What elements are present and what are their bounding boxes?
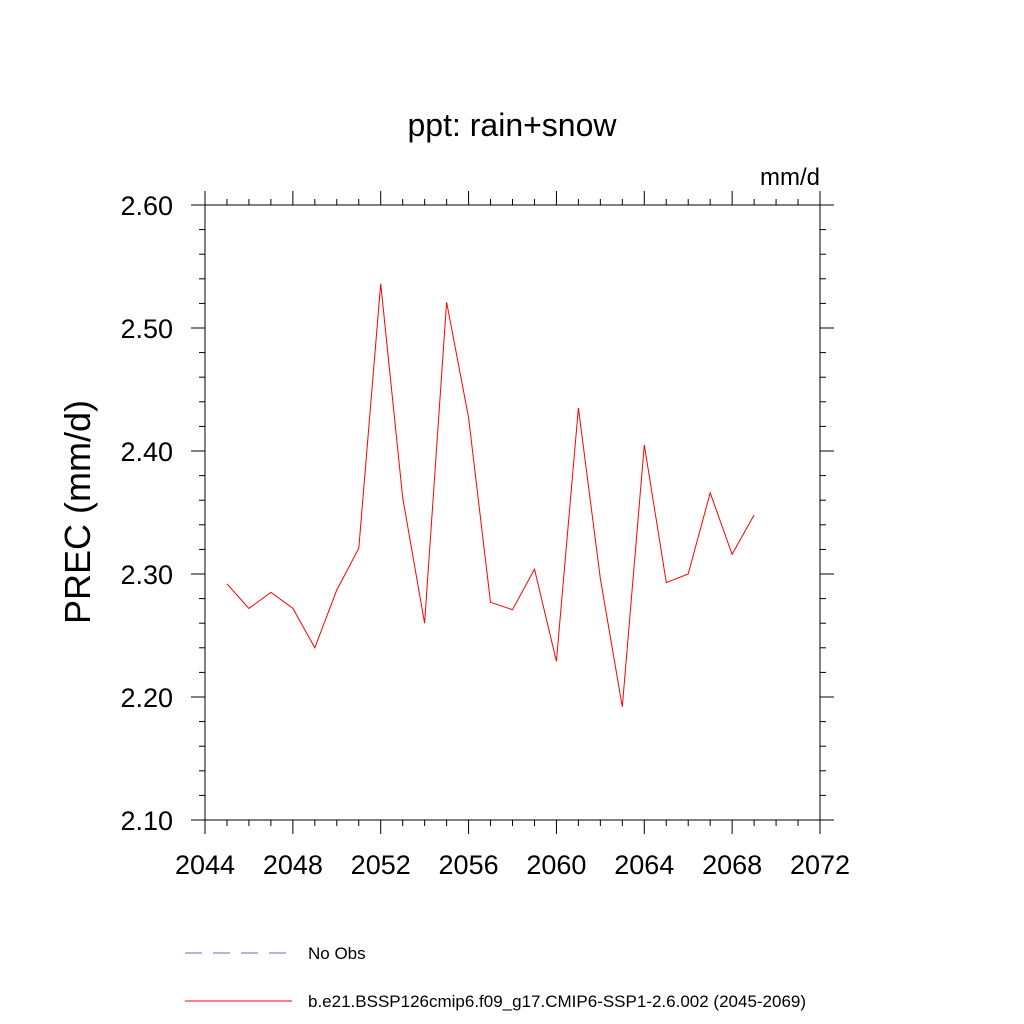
units-label: mm/d xyxy=(760,164,820,191)
y-tick-label: 2.60 xyxy=(120,191,173,221)
x-tick-label: 2072 xyxy=(790,850,850,880)
legend: No Obs b.e21.BSSP126cmip6.f09_g17.CMIP6-… xyxy=(185,944,806,1011)
x-tick-label: 2048 xyxy=(263,850,323,880)
x-tick-label: 2064 xyxy=(614,850,674,880)
series-group xyxy=(226,283,755,707)
series-line xyxy=(226,283,755,707)
x-tick-label: 2060 xyxy=(526,850,586,880)
x-tick-label: 2044 xyxy=(175,850,235,880)
y-tick-label: 2.40 xyxy=(120,437,173,467)
y-tick-label: 2.10 xyxy=(120,806,173,836)
x-tick-label: 2056 xyxy=(439,850,499,880)
legend-label-no-obs: No Obs xyxy=(308,944,366,963)
x-tick-label: 2052 xyxy=(351,850,411,880)
x-tick-labels: 2044 2048 2052 2056 2060 2064 2068 2072 xyxy=(175,850,850,880)
y-tick-label: 2.50 xyxy=(120,314,173,344)
y-tick-label: 2.30 xyxy=(120,560,173,590)
legend-label-model: b.e21.BSSP126cmip6.f09_g17.CMIP6-SSP1-2.… xyxy=(308,992,806,1011)
axis-ticks xyxy=(191,191,834,834)
y-axis-label: PREC (mm/d) xyxy=(57,400,98,624)
x-tick-label: 2068 xyxy=(702,850,762,880)
plot-frame xyxy=(204,204,821,821)
chart-title: ppt: rain+snow xyxy=(407,107,617,143)
y-tick-label: 2.20 xyxy=(120,683,173,713)
y-tick-labels: 2.10 2.20 2.30 2.40 2.50 2.60 xyxy=(120,191,173,836)
